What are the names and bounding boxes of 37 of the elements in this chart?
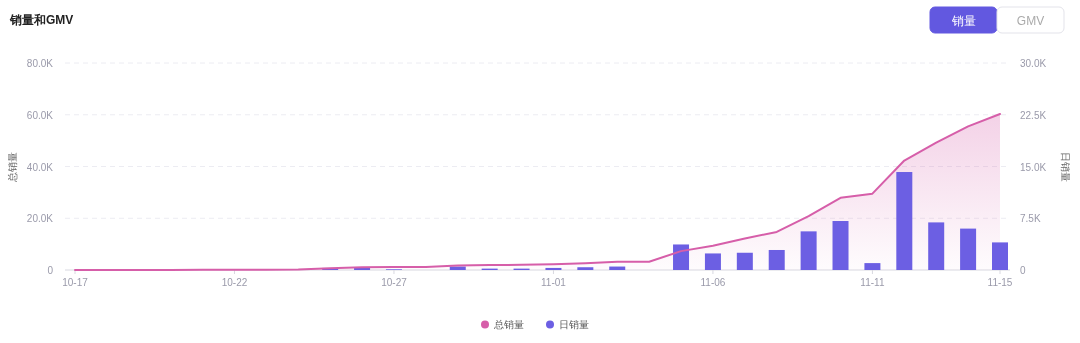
bar [992,242,1008,270]
bar [577,267,594,270]
y-tick-label: 40.0K [26,161,54,173]
legend-label: 日销量 [559,319,589,330]
bar [832,221,849,270]
y2-tick-label: 15.0K [1020,161,1047,173]
x-tick-label: 11-15 [987,277,1013,288]
y2-tick-label: 30.0K [1020,58,1047,69]
bar [704,253,721,270]
bar [800,231,817,270]
y2-tick-label: 0 [1020,265,1026,276]
x-tick-label: 10-17 [62,277,89,288]
bar [736,252,753,270]
y2-axis-title: 日销量 [1060,151,1071,182]
y-axis-title: 总销量 [7,151,18,183]
x-tick-label: 10-27 [381,277,408,288]
y-tick-label: 20.0K [26,213,54,225]
bar [768,249,785,270]
x-tick-label: 10-22 [221,277,248,288]
x-tick-label: 11-06 [700,277,726,288]
bar [896,172,913,270]
bar [673,244,690,270]
y2-tick-label: 7.5K [1020,213,1041,225]
y-tick-label: 60.0K [26,109,54,121]
bar [928,222,945,270]
legend-label: 总销量 [493,319,524,330]
chart-title: 销量和GMV [9,13,74,27]
x-tick-label: 11-11 [860,277,885,288]
x-tick-label: 11-01 [541,277,567,288]
y2-tick-label: 22.5K [1020,109,1047,121]
button: 销量 [929,6,998,34]
bar [960,228,977,270]
bar [545,267,562,270]
y-tick-label: 80.0K [26,58,54,69]
button: GMV [996,6,1065,34]
y-tick-label: 0 [47,265,54,276]
bar [864,263,881,270]
